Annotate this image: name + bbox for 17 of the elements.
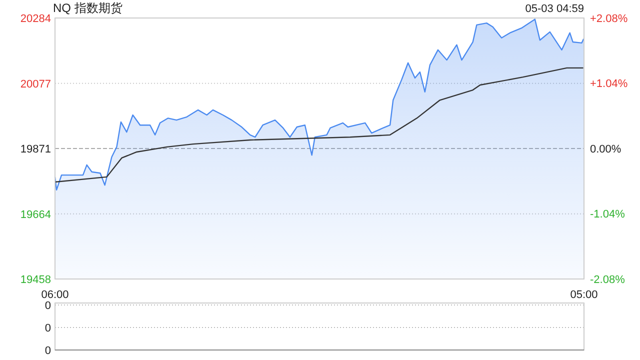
x-tick-label: 06:00 (41, 289, 69, 301)
y2-tick-label: 0.00% (590, 143, 622, 156)
text: 05-03 04:59 (525, 3, 584, 15)
y-tick-label: 19871 (20, 143, 51, 156)
y-tick-label: 20077 (20, 78, 51, 90)
text: 0 (44, 300, 51, 312)
text: 0 (44, 344, 51, 357)
x-tick-label: 05:00 (570, 289, 598, 301)
y2-tick-label: +1.04% (590, 78, 628, 90)
y2-tick-label: +2.08% (590, 12, 628, 25)
y2-tick-label: -1.04% (590, 208, 626, 221)
y-tick-label: 19664 (20, 208, 51, 221)
y-tick-label: 20284 (20, 12, 51, 25)
chart-title: NQ 指数期货 (53, 1, 122, 15)
y-tick-label: 19458 (20, 274, 51, 286)
y2-tick-label: -2.08% (590, 274, 626, 286)
text: 0 (44, 322, 51, 334)
